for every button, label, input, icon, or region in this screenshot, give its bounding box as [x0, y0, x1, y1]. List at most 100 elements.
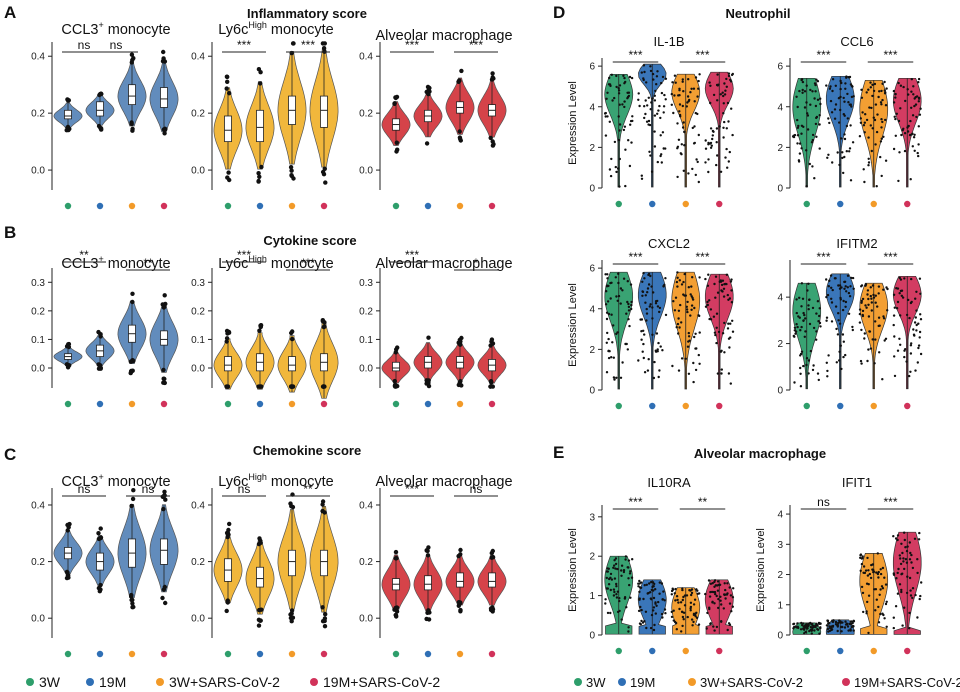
- data-point: [717, 606, 720, 610]
- group-dot-19M: [837, 402, 844, 410]
- data-point: [826, 375, 829, 378]
- data-point: [675, 628, 678, 631]
- data-point: [817, 320, 820, 323]
- data-point: [879, 572, 883, 576]
- data-point: [291, 41, 296, 46]
- data-point: [866, 600, 869, 604]
- data-point: [685, 305, 688, 308]
- data-point: [872, 116, 875, 119]
- panel-title: Alveolar macrophage: [375, 474, 512, 490]
- data-point: [689, 314, 692, 317]
- data-point: [875, 571, 878, 574]
- legend-item-19M+SARS-CoV-2: 19M+SARS-CoV-2: [310, 674, 440, 690]
- data-point: [859, 117, 862, 120]
- data-point: [647, 123, 650, 126]
- data-point: [395, 147, 400, 152]
- y-tick-label: 4: [777, 102, 783, 113]
- data-point: [834, 84, 837, 88]
- data-point: [658, 306, 662, 310]
- data-point: [883, 92, 887, 95]
- panel-title-main: Alveolar macrophage: [375, 28, 512, 44]
- data-point: [322, 324, 327, 329]
- data-point: [649, 597, 653, 600]
- data-point: [224, 74, 230, 79]
- data-point: [727, 322, 730, 325]
- data-point: [393, 556, 398, 561]
- panel-title-sup: High: [248, 20, 267, 30]
- data-point: [715, 163, 718, 167]
- data-point: [805, 149, 808, 152]
- data-point: [844, 623, 848, 626]
- data-point: [257, 536, 262, 541]
- data-point: [707, 579, 711, 582]
- data-point: [622, 570, 626, 574]
- data-point: [320, 619, 326, 624]
- box: [128, 84, 136, 106]
- data-point: [895, 307, 899, 310]
- data-point: [799, 385, 803, 388]
- y-tick-label: 2: [777, 339, 783, 350]
- data-point: [867, 583, 870, 586]
- violin-3W+SARS-CoV-2: [671, 271, 701, 390]
- data-point: [640, 330, 643, 333]
- data-point: [98, 582, 103, 588]
- data-point: [860, 96, 864, 100]
- data-point: [868, 330, 872, 333]
- data-point: [680, 143, 683, 146]
- group-dot-3W: [615, 647, 622, 655]
- violin-3W: [381, 345, 411, 389]
- data-point: [692, 142, 696, 145]
- panel-title: IFITM2: [836, 236, 877, 251]
- data-point: [649, 65, 652, 68]
- data-point: [719, 93, 722, 96]
- data-point: [819, 325, 822, 328]
- data-point: [867, 303, 870, 306]
- data-point: [611, 341, 614, 344]
- data-point: [898, 151, 901, 154]
- data-point: [865, 612, 868, 615]
- data-point: [910, 561, 913, 564]
- data-point: [881, 566, 885, 570]
- sig-label: **: [303, 482, 313, 496]
- data-point: [849, 285, 852, 288]
- data-point: [816, 80, 820, 83]
- data-point: [645, 81, 648, 84]
- data-point: [807, 372, 810, 375]
- data-point: [717, 583, 720, 587]
- data-point: [909, 589, 912, 592]
- data-point: [726, 582, 729, 585]
- data-point: [816, 372, 820, 375]
- data-point: [619, 287, 623, 290]
- data-point: [810, 628, 814, 631]
- y-tick-label: 3: [589, 512, 595, 523]
- data-point: [613, 577, 617, 580]
- data-point: [679, 601, 683, 604]
- sig-label: ***: [628, 250, 642, 264]
- group-dot-19M: [424, 400, 432, 408]
- data-point: [800, 621, 803, 625]
- data-point: [720, 283, 724, 287]
- data-point: [162, 304, 167, 309]
- data-point: [912, 93, 915, 96]
- y-tick-label: 6: [589, 62, 595, 73]
- data-point: [894, 134, 897, 137]
- data-point: [851, 276, 855, 280]
- data-point: [323, 180, 328, 185]
- data-point: [830, 286, 833, 289]
- data-point: [881, 587, 885, 590]
- data-point: [858, 135, 862, 138]
- data-point: [843, 155, 846, 159]
- panel-title: Alveolar macrophage: [375, 256, 512, 272]
- violin-19M+SARS-CoV-2: [704, 273, 735, 390]
- y-tick-label: 0.2: [31, 557, 45, 568]
- data-point: [488, 607, 494, 613]
- data-point: [841, 333, 845, 336]
- data-point: [322, 166, 327, 171]
- panel-title: IFIT1: [842, 475, 872, 490]
- data-point: [96, 123, 102, 129]
- data-point: [708, 299, 711, 302]
- violin-3W+SARS-CoV-2: [117, 52, 147, 133]
- legend: 3W 19M 3W+SARS-CoV-2 19M+SARS-CoV-2 3W 19M 3W+…: [26, 674, 960, 690]
- data-point: [622, 277, 626, 280]
- y-tick-label: 2: [777, 570, 783, 581]
